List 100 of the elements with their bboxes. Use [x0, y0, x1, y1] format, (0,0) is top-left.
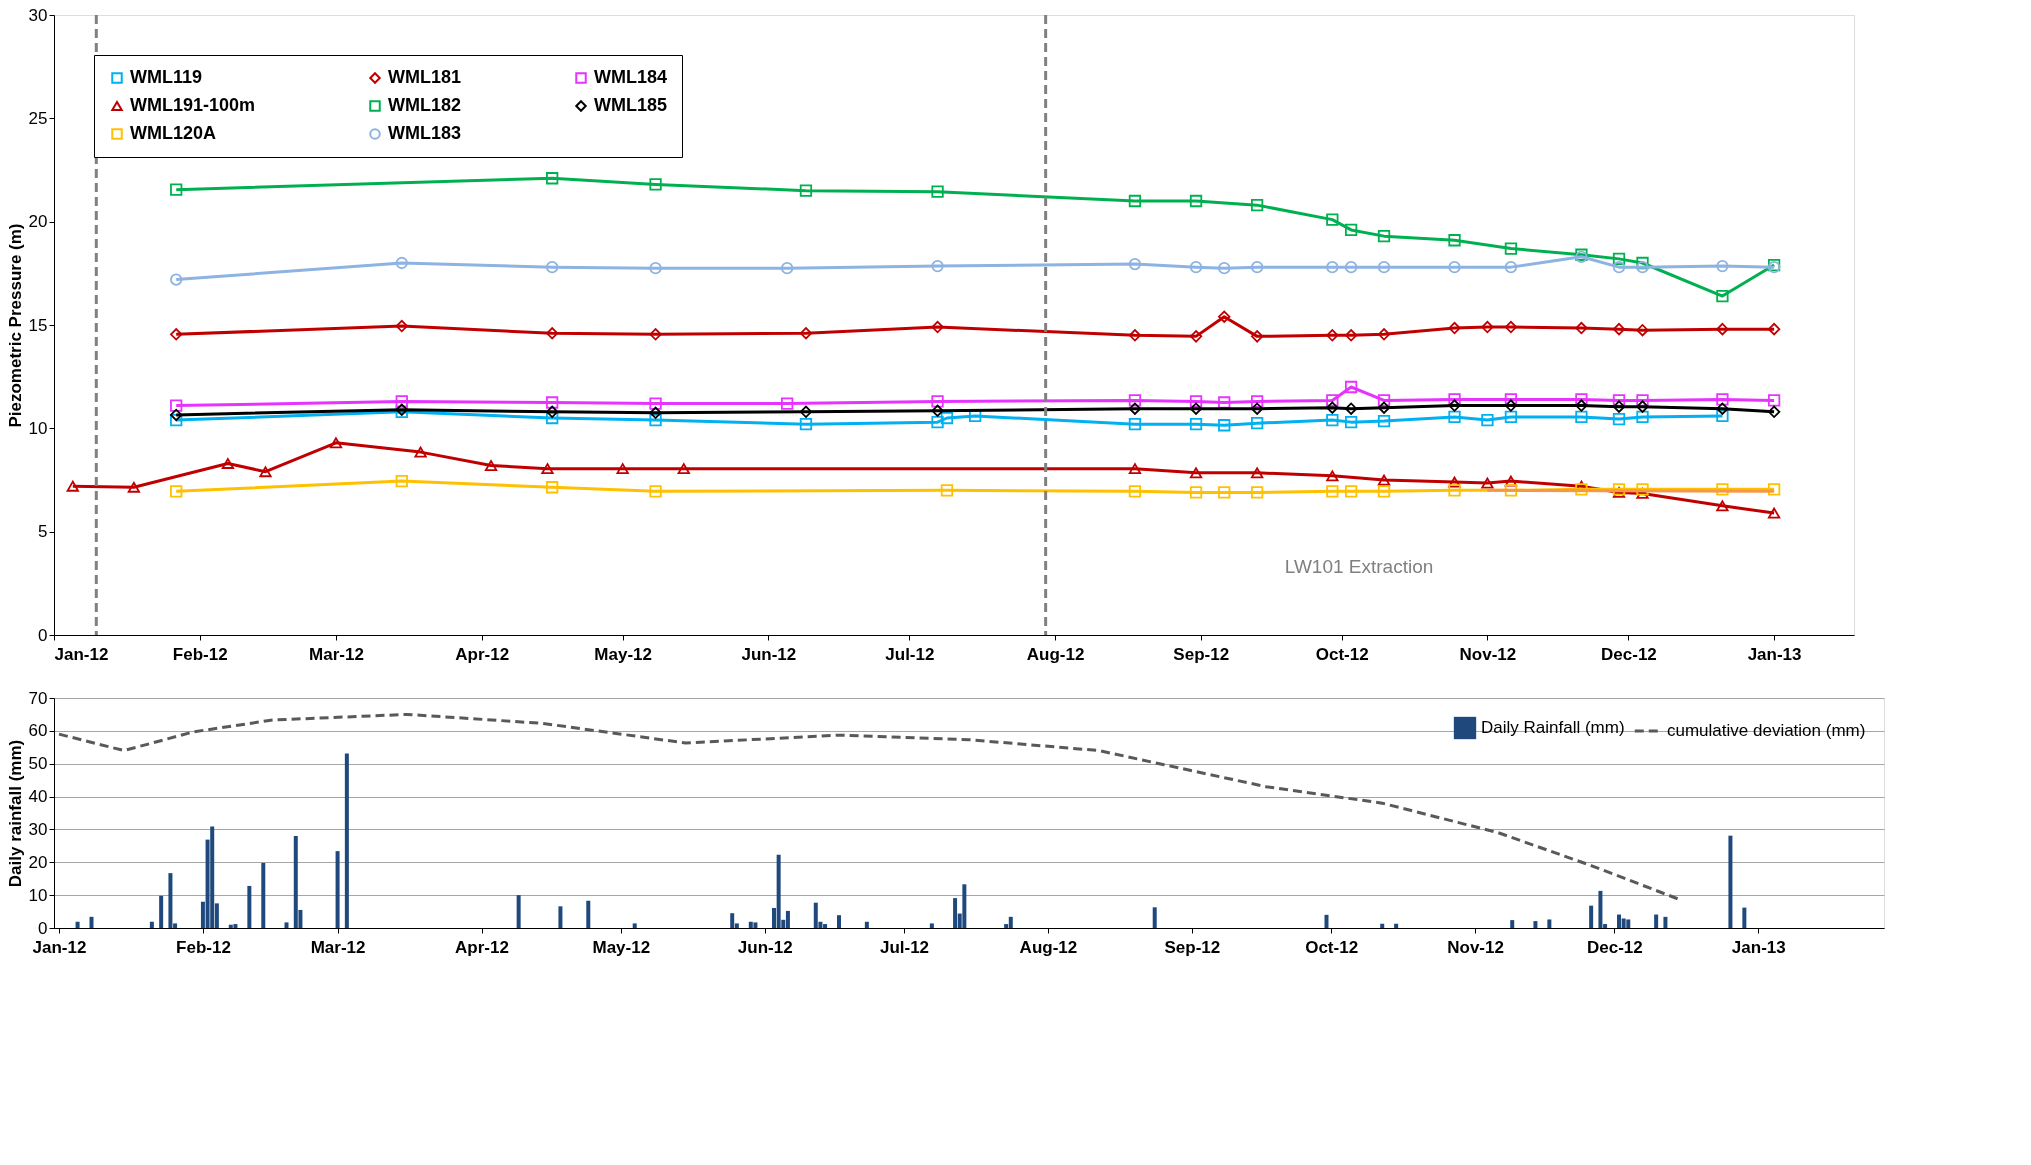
point: [1128, 463, 1142, 475]
point: [1636, 483, 1649, 496]
y-tick-label: 0: [38, 625, 48, 645]
bar: [953, 898, 958, 928]
point: [1250, 261, 1264, 274]
y-tick-label: 10: [28, 418, 48, 438]
annotation: LW101 Extraction: [1284, 555, 1434, 577]
point: [1377, 229, 1391, 243]
point: [546, 172, 559, 185]
point: [170, 413, 183, 427]
y-axis-title: Daily rainfall (mm): [5, 739, 25, 888]
bar: [247, 885, 252, 928]
point: [1326, 485, 1339, 498]
point: [649, 262, 662, 275]
point: [649, 413, 662, 427]
point: [1344, 329, 1358, 342]
y-tick-label: 25: [28, 108, 48, 128]
point: [799, 327, 813, 340]
point: [931, 395, 944, 408]
bar: [837, 915, 841, 928]
point: [677, 463, 690, 475]
point: [546, 405, 559, 418]
bar: [210, 826, 215, 928]
point: [1250, 417, 1264, 430]
point: [649, 397, 662, 410]
point: [1636, 410, 1649, 424]
point: [1612, 322, 1626, 336]
point: [1250, 198, 1264, 212]
y-tick-label: 40: [28, 787, 48, 807]
point: [329, 437, 343, 449]
point: [170, 273, 183, 286]
point: [1504, 242, 1518, 255]
point: [546, 396, 559, 409]
point: [395, 256, 408, 270]
point: [1326, 213, 1339, 226]
bar: [293, 836, 298, 928]
point: [1448, 399, 1461, 412]
y-tick-label: 60: [28, 721, 48, 741]
legend-label: WML120A: [130, 123, 217, 143]
point: [1250, 467, 1264, 479]
point: [1612, 252, 1626, 266]
point: [1716, 409, 1729, 423]
point: [395, 474, 408, 488]
y-tick-label: 30: [28, 5, 48, 25]
point: [1344, 402, 1358, 415]
bar: [75, 921, 80, 928]
point: [259, 466, 272, 478]
point: [1128, 402, 1142, 415]
point: [1767, 405, 1781, 418]
point: [1716, 259, 1729, 273]
point: [1636, 487, 1649, 499]
x-tick-label: Nov-12: [1459, 644, 1517, 664]
x-tick-label: Jul-12: [879, 937, 930, 957]
legend-label: WML185: [594, 95, 668, 115]
point: [1575, 321, 1588, 335]
point: [541, 463, 554, 475]
bar: [1533, 921, 1538, 928]
x-tick-label: Mar-12: [309, 644, 364, 664]
point: [1344, 380, 1358, 394]
point: [1504, 320, 1518, 334]
bar: [149, 921, 154, 928]
point: [931, 320, 944, 334]
point: [1481, 320, 1494, 334]
point: [127, 481, 141, 493]
bar: [159, 895, 164, 928]
point: [1612, 412, 1626, 426]
point: [170, 485, 183, 498]
bar: [864, 921, 869, 928]
bar: [1510, 920, 1515, 928]
point: [1448, 484, 1461, 497]
point: [781, 262, 794, 275]
x-tick-label: Feb-12: [176, 937, 231, 957]
legend-label: WML191-100m: [130, 95, 256, 115]
point: [1250, 330, 1264, 343]
bar: [233, 924, 238, 928]
point: [1504, 410, 1518, 424]
point: [1344, 261, 1358, 274]
x-tick-label: Aug-12: [1026, 644, 1085, 664]
point: [1716, 402, 1729, 415]
legend-label: WML119: [130, 67, 203, 87]
bar: [1663, 916, 1668, 928]
bar: [1598, 890, 1603, 928]
bar: [753, 922, 758, 928]
point: [1326, 413, 1339, 427]
bar: [1547, 919, 1552, 928]
x-tick-label: Oct-12: [1305, 937, 1359, 957]
point: [616, 463, 629, 475]
point: [414, 446, 427, 458]
point: [1218, 419, 1231, 432]
x-tick-label: Dec-12: [1601, 644, 1657, 664]
point: [1448, 234, 1461, 247]
point: [1189, 402, 1203, 415]
point: [1377, 414, 1391, 428]
point: [1377, 485, 1391, 498]
point: [1128, 485, 1142, 498]
point: [546, 411, 559, 425]
x-tick-label: Dec-12: [1586, 937, 1643, 957]
y-tick-label: 15: [28, 315, 48, 335]
point: [1481, 413, 1494, 427]
bar: [89, 916, 94, 928]
